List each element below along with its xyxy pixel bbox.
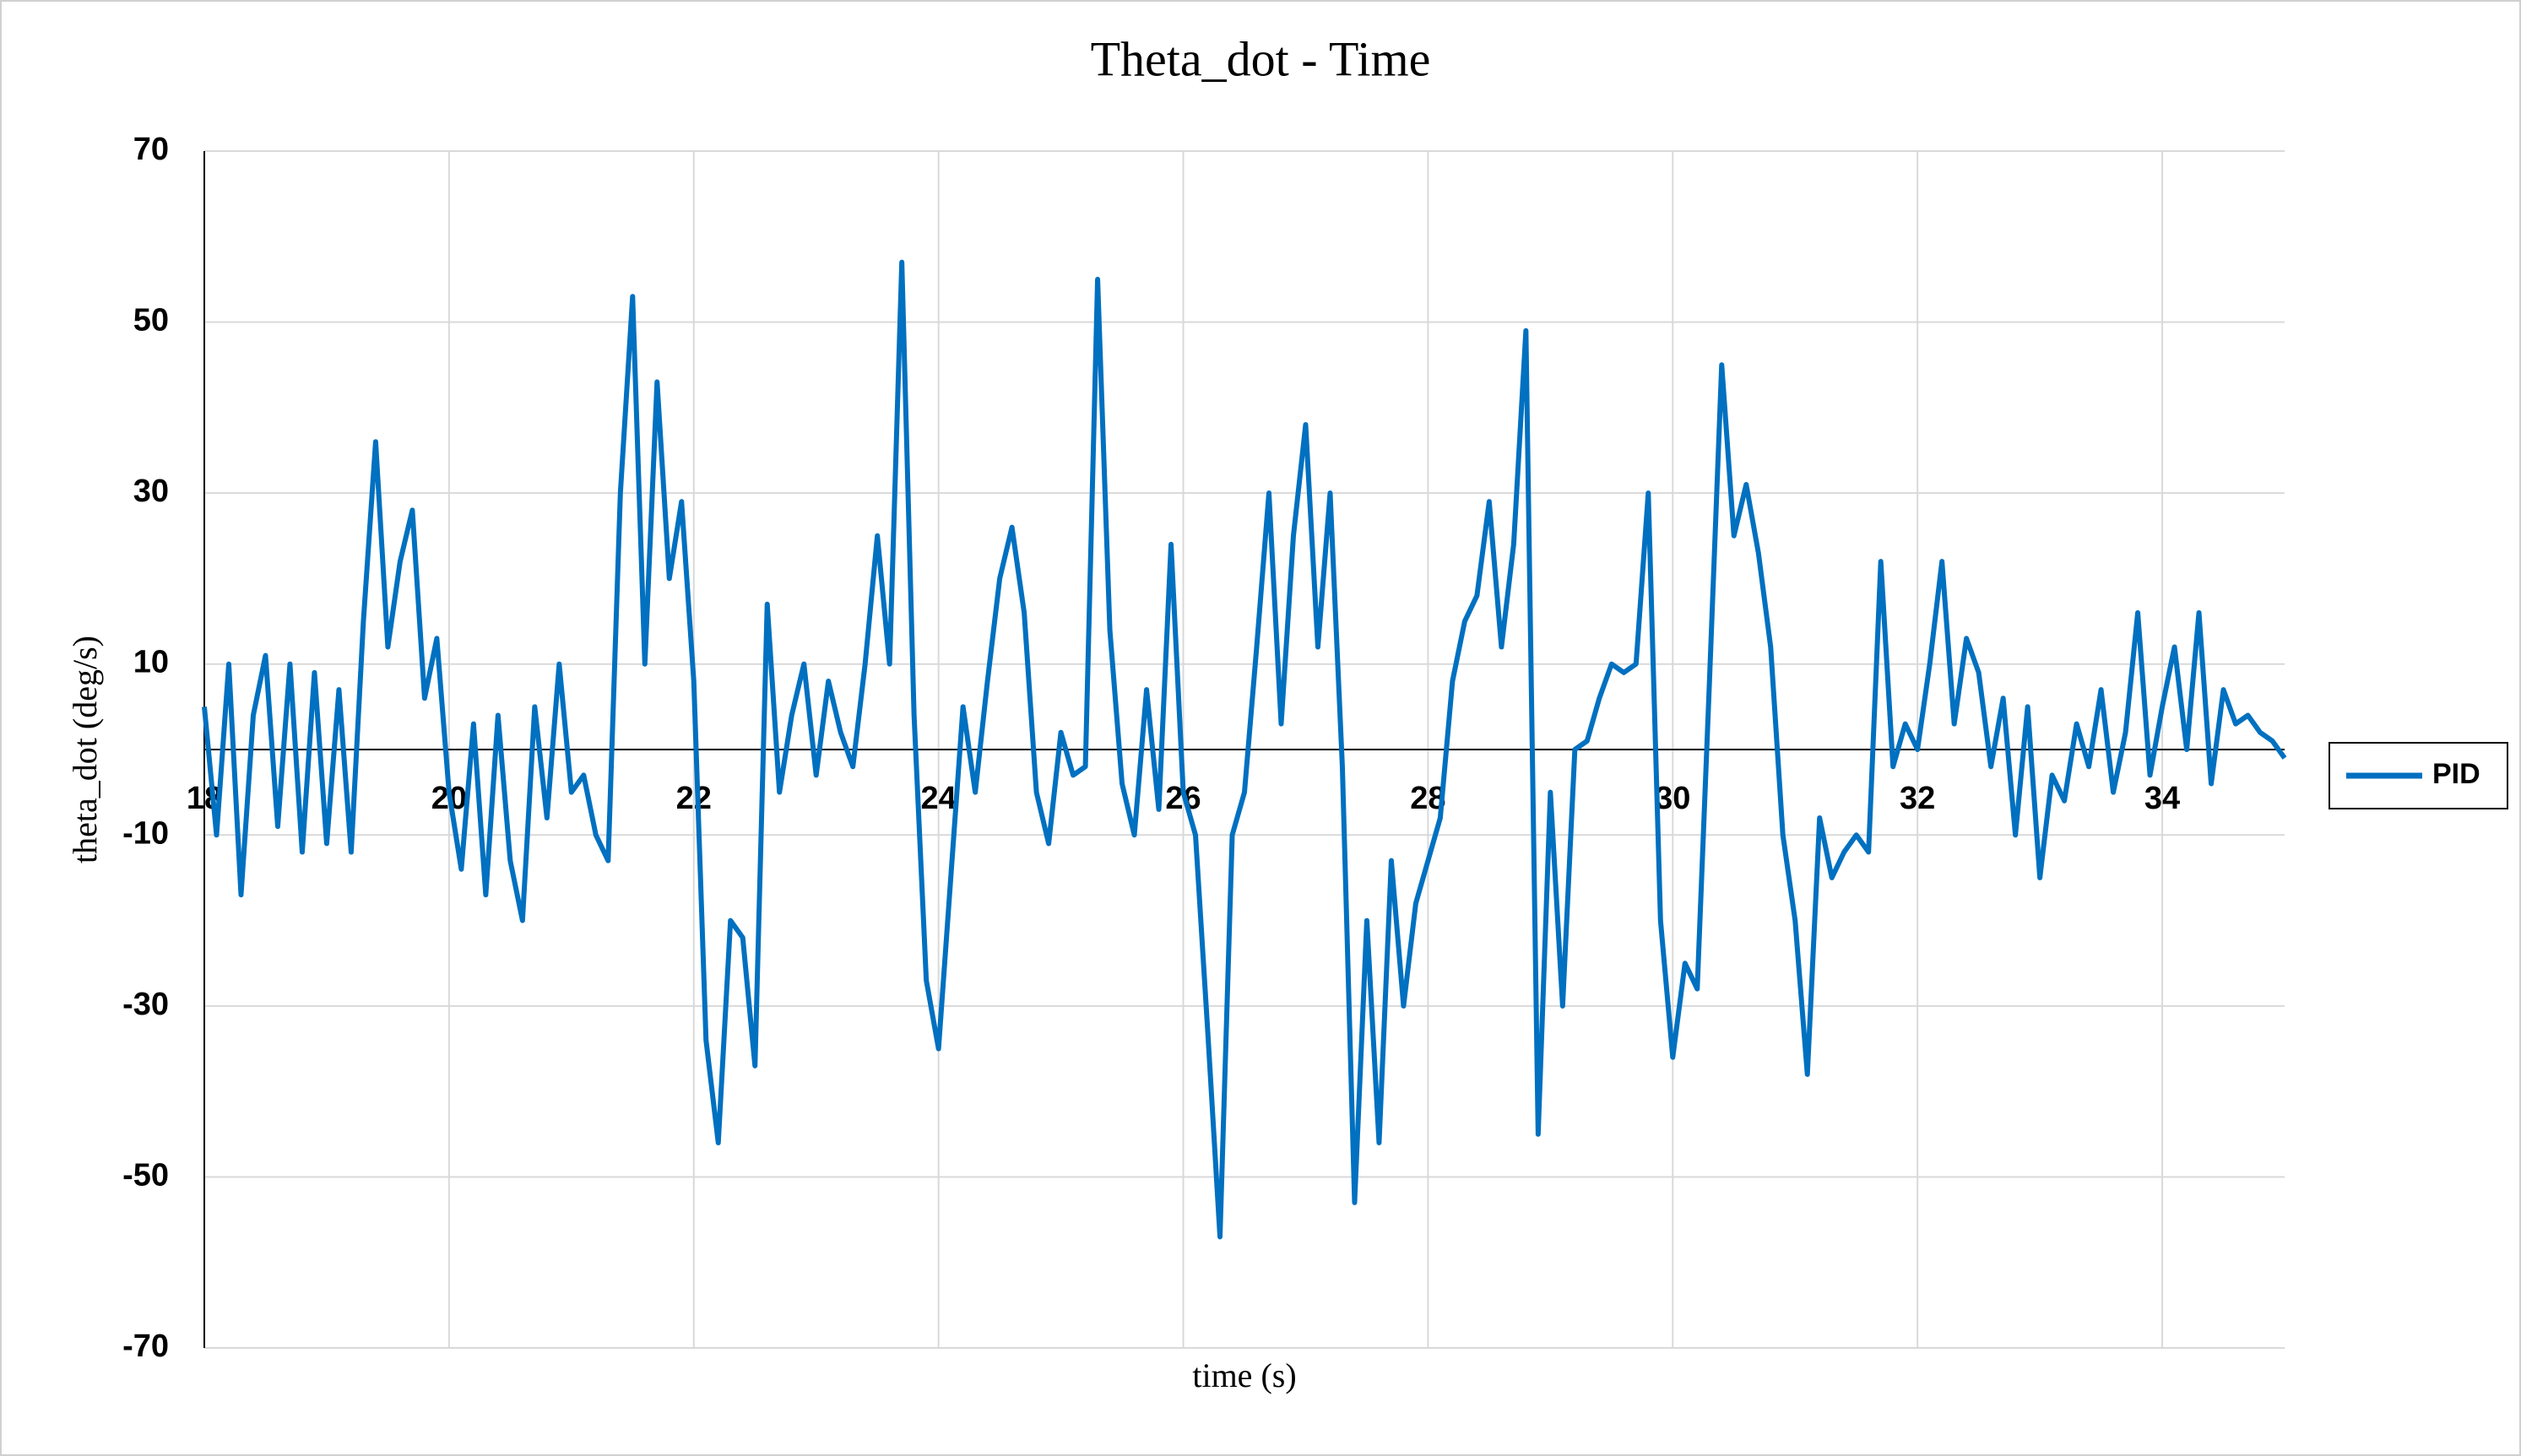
y-tick-label: 70 <box>133 132 169 167</box>
y-tick-label: -50 <box>122 1157 169 1193</box>
x-tick-label: 22 <box>676 781 712 816</box>
y-tick-label: 10 <box>133 645 169 680</box>
y-tick-label: -30 <box>122 987 169 1022</box>
x-tick-label: 24 <box>921 781 957 816</box>
y-tick-label: 50 <box>133 303 169 338</box>
legend: PID <box>2329 742 2508 809</box>
y-tick-label: -10 <box>122 815 169 851</box>
y-tick-label: -70 <box>122 1329 169 1364</box>
chart-title: Theta_dot - Time <box>1091 31 1431 86</box>
y-axis-title: theta_dot (deg/s) <box>66 636 104 863</box>
legend-label: PID <box>2432 758 2480 790</box>
x-tick-label: 32 <box>1900 781 1935 816</box>
data-line <box>202 259 2287 1240</box>
x-axis-title: time (s) <box>1192 1356 1296 1394</box>
x-tick-label: 34 <box>2144 781 2180 816</box>
y-tick-label: 30 <box>133 474 169 509</box>
x-tick-label: 30 <box>1655 781 1690 816</box>
